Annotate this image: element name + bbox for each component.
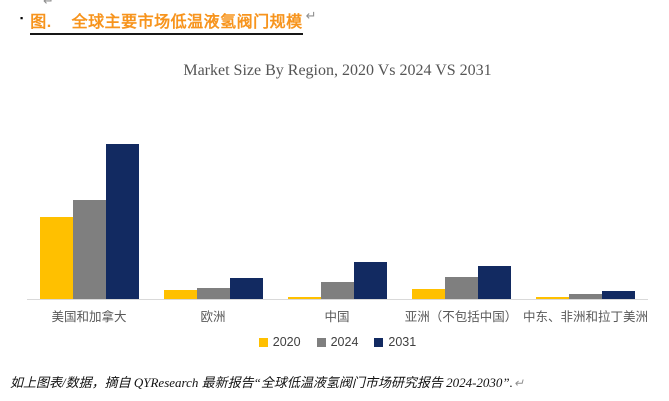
footer-text: 如上图表/数据，摘自 QYResearch 最新报告“全球低温液氢阀门市场研究报… [10,375,513,390]
bar-2020 [163,290,197,299]
legend-item: 2024 [316,335,359,349]
bar-group [151,128,275,299]
bar-2024 [445,277,479,299]
category-label: 中国 [324,310,350,324]
bar-2024 [72,200,106,299]
legend-swatch-icon [374,337,384,347]
chart-title: Market Size By Region, 2020 Vs 2024 VS 2… [183,62,492,79]
heading-bullet-icon: ▪ [20,13,24,23]
legend-label: 2024 [330,335,359,349]
bar-2024 [569,294,603,299]
bar-group [27,128,151,299]
bar-2031 [354,262,387,299]
bar-2024 [196,288,230,299]
bar-2031 [602,291,636,299]
footer-return-icon: ↵ [513,376,524,390]
bar-group [400,128,524,299]
bar-2031 [105,144,139,299]
legend-swatch-icon [258,337,268,347]
bar-2020 [412,289,446,299]
legend-swatch-icon [316,337,326,347]
legend-item: 2020 [258,335,301,349]
bar-2020 [39,217,73,299]
bar-2020 [288,297,321,299]
heading-title: 全球主要市场低温液氢阀门规模 [71,14,303,31]
plot-area [27,128,648,300]
category-label: 欧洲 [200,310,226,324]
bar-2031 [229,278,263,299]
paragraph-return-icon: ↵ [305,8,317,23]
heading-prefix: 图. [30,14,52,31]
bar-group [524,128,648,299]
legend-label: 2031 [388,335,417,349]
heading-underline: 图. 全球主要市场低温液氢阀门规模 [30,8,303,35]
bar-2020 [536,297,570,299]
legend-label: 2020 [272,335,301,349]
stray-paragraph-return-icon: ↵ [43,0,54,8]
category-label: 中东、非洲和拉丁美洲 [523,310,649,324]
category-labels: 美国和加拿大 欧洲 中国 亚洲（不包括中国） 中东、非洲和拉丁美洲 [27,306,648,325]
bar-group [275,128,399,299]
footer-note[interactable]: 如上图表/数据，摘自 QYResearch 最新报告“全球低温液氢阀门市场研究报… [10,372,665,391]
category-label: 亚洲（不包括中国） [404,310,518,324]
document-heading[interactable]: ▪ 图. 全球主要市场低温液氢阀门规模 ↵ [20,8,317,35]
bar-2024 [321,282,354,299]
legend: 2020 2024 2031 [27,335,648,349]
legend-item: 2031 [374,335,416,349]
category-label: 美国和加拿大 [51,310,127,324]
bar-2031 [478,266,512,299]
